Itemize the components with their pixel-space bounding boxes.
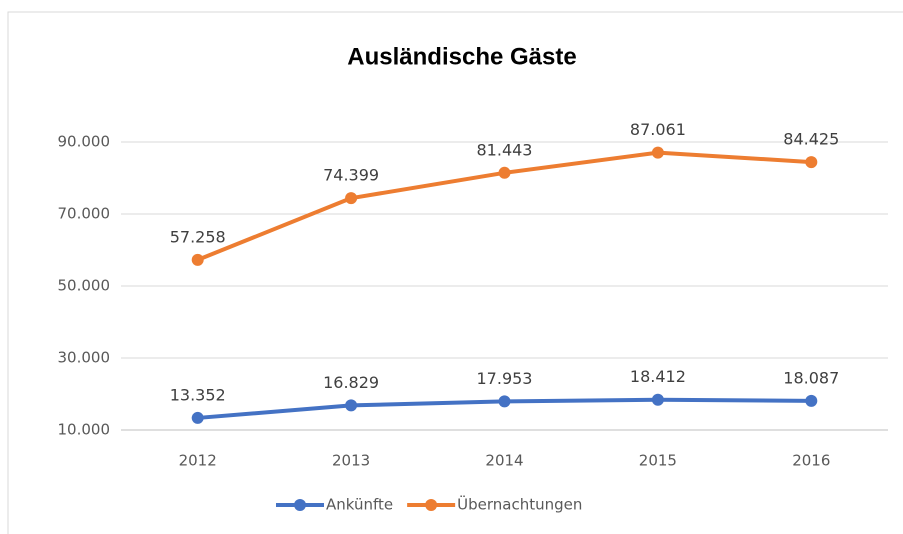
data-point [191,411,204,424]
data-label: 18.412 [630,367,686,386]
x-tick-label: 2015 [639,452,677,470]
data-label: 84.425 [783,130,839,149]
legend-marker [294,499,306,511]
y-tick-label: 30.000 [58,349,111,367]
x-tick-label: 2014 [485,452,523,470]
legend-label: Ankünfte [326,496,393,514]
data-label: 87.061 [630,120,686,139]
x-tick-label: 2013 [332,452,370,470]
data-point [805,156,818,169]
x-tick-label: 2012 [179,452,217,470]
chart-border [7,11,903,534]
data-label: 81.443 [477,140,533,159]
legend-label: Übernachtungen [457,495,582,514]
data-label: 17.953 [477,369,533,388]
data-label: 16.829 [323,373,379,392]
data-label: 57.258 [170,227,226,246]
y-tick-label: 50.000 [58,277,111,295]
data-point [191,253,204,266]
data-point [651,393,664,406]
data-label: 13.352 [170,385,226,404]
y-tick-label: 90.000 [58,133,111,151]
data-point [498,166,511,179]
chart-title: Ausländische Gäste [347,43,576,70]
legend-marker [425,499,438,511]
y-tick-label: 70.000 [58,205,111,223]
data-point [345,399,358,412]
data-label: 18.087 [783,368,839,387]
data-point [805,394,818,407]
data-point [498,395,511,408]
data-point [345,192,358,205]
data-label: 74.399 [323,166,379,185]
x-tick-label: 2016 [792,452,830,470]
data-point [651,146,664,159]
y-tick-label: 10.000 [58,421,111,439]
